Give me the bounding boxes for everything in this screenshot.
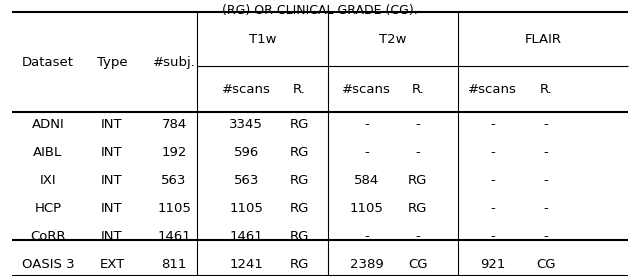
- Text: 584: 584: [354, 174, 380, 187]
- Text: -: -: [490, 230, 495, 243]
- Text: -: -: [415, 118, 420, 131]
- Text: INT: INT: [101, 202, 123, 215]
- Text: CoRR: CoRR: [30, 230, 66, 243]
- Text: 1461: 1461: [157, 230, 191, 243]
- Text: R.: R.: [540, 83, 552, 95]
- Text: CG: CG: [536, 258, 556, 271]
- Text: FLAIR: FLAIR: [525, 33, 561, 46]
- Text: INT: INT: [101, 118, 123, 131]
- Text: 563: 563: [234, 174, 259, 187]
- Text: 811: 811: [161, 258, 187, 271]
- Text: -: -: [490, 202, 495, 215]
- Text: -: -: [543, 174, 548, 187]
- Text: RG: RG: [290, 118, 309, 131]
- Text: EXT: EXT: [99, 258, 125, 271]
- Text: -: -: [364, 146, 369, 159]
- Text: 1105: 1105: [157, 202, 191, 215]
- Text: T1w: T1w: [249, 33, 276, 46]
- Text: INT: INT: [101, 230, 123, 243]
- Text: RG: RG: [290, 258, 309, 271]
- Text: #scans: #scans: [468, 83, 517, 95]
- Text: -: -: [490, 146, 495, 159]
- Text: ADNI: ADNI: [31, 118, 65, 131]
- Text: R.: R.: [412, 83, 424, 95]
- Text: RG: RG: [290, 146, 309, 159]
- Text: -: -: [415, 230, 420, 243]
- Text: T2w: T2w: [380, 33, 406, 46]
- Text: (RG) OR CLINICAL GRADE (CG).: (RG) OR CLINICAL GRADE (CG).: [222, 4, 418, 17]
- Text: 784: 784: [161, 118, 187, 131]
- Text: -: -: [543, 202, 548, 215]
- Text: AIBL: AIBL: [33, 146, 63, 159]
- Text: IXI: IXI: [40, 174, 56, 187]
- Text: 1105: 1105: [230, 202, 263, 215]
- Text: 2389: 2389: [350, 258, 383, 271]
- Text: 3345: 3345: [230, 118, 263, 131]
- Text: -: -: [364, 230, 369, 243]
- Text: 1105: 1105: [350, 202, 383, 215]
- Text: #scans: #scans: [342, 83, 391, 95]
- Text: -: -: [490, 118, 495, 131]
- Text: INT: INT: [101, 146, 123, 159]
- Text: HCP: HCP: [35, 202, 61, 215]
- Text: -: -: [543, 146, 548, 159]
- Text: -: -: [490, 174, 495, 187]
- Text: CG: CG: [408, 258, 428, 271]
- Text: -: -: [364, 118, 369, 131]
- Text: RG: RG: [290, 174, 309, 187]
- Text: Type: Type: [97, 55, 127, 69]
- Text: Dataset: Dataset: [22, 55, 74, 69]
- Text: #scans: #scans: [222, 83, 271, 95]
- Text: RG: RG: [290, 202, 309, 215]
- Text: RG: RG: [408, 174, 428, 187]
- Text: #subj.: #subj.: [153, 55, 195, 69]
- Text: INT: INT: [101, 174, 123, 187]
- Text: -: -: [543, 230, 548, 243]
- Text: 192: 192: [161, 146, 187, 159]
- Text: RG: RG: [408, 202, 428, 215]
- Text: 921: 921: [480, 258, 506, 271]
- Text: 1241: 1241: [230, 258, 263, 271]
- Text: OASIS 3: OASIS 3: [22, 258, 74, 271]
- Text: 596: 596: [234, 146, 259, 159]
- Text: -: -: [415, 146, 420, 159]
- Text: RG: RG: [290, 230, 309, 243]
- Text: -: -: [543, 118, 548, 131]
- Text: 563: 563: [161, 174, 187, 187]
- Text: R.: R.: [293, 83, 306, 95]
- Text: 1461: 1461: [230, 230, 263, 243]
